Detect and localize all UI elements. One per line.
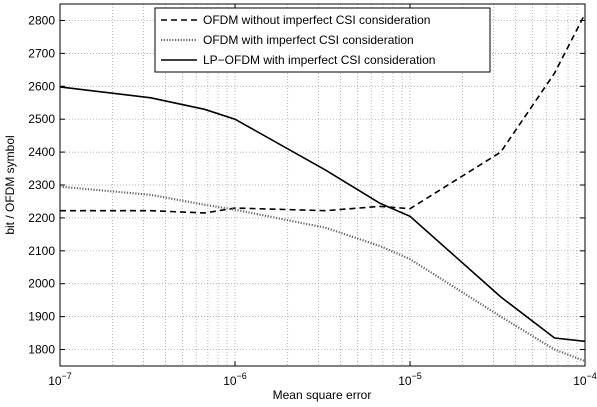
x-tick-exponent: −7	[62, 371, 72, 381]
series-line	[59, 185, 586, 363]
y-tick-label: 2000	[28, 277, 55, 291]
y-tick-label: 2500	[28, 112, 55, 126]
y-tick-label: 1900	[28, 310, 55, 324]
x-tick-label: 10−6	[223, 371, 247, 388]
x-tick-base: 10	[398, 374, 412, 388]
series-line	[60, 13, 586, 214]
x-tick-exponent: −6	[237, 371, 247, 381]
x-tick-exponent: −4	[587, 371, 597, 381]
x-tick-base: 10	[48, 374, 62, 388]
y-axis-label: bit / OFDM symbol	[3, 135, 17, 234]
series-line	[59, 86, 586, 343]
x-tick-base: 10	[573, 374, 587, 388]
plot-frame	[59, 3, 586, 367]
x-tick-base: 10	[223, 374, 237, 388]
y-tick-label: 2700	[28, 46, 55, 60]
y-tick-label: 2300	[28, 178, 55, 192]
y-tick-label: 2400	[28, 145, 55, 159]
y-tick-label: 1800	[28, 343, 55, 357]
x-axis-label: Mean square error	[273, 388, 372, 402]
legend-label: LP−OFDM with imperfect CSI consideration	[203, 53, 435, 67]
x-tick-label: 10−4	[573, 371, 597, 388]
x-tick-exponent: −5	[412, 371, 422, 381]
legend-label: OFDM without imperfect CSI consideration	[203, 13, 430, 27]
y-tick-label: 2600	[28, 79, 55, 93]
legend-label: OFDM with imperfect CSI consideration	[203, 33, 414, 47]
y-tick-label: 2100	[28, 244, 55, 258]
y-tick-label: 2800	[28, 13, 55, 27]
x-tick-label: 10−7	[48, 371, 72, 388]
legend-box	[154, 7, 491, 73]
x-tick-label: 10−5	[398, 371, 422, 388]
y-tick-label: 2200	[28, 211, 55, 225]
